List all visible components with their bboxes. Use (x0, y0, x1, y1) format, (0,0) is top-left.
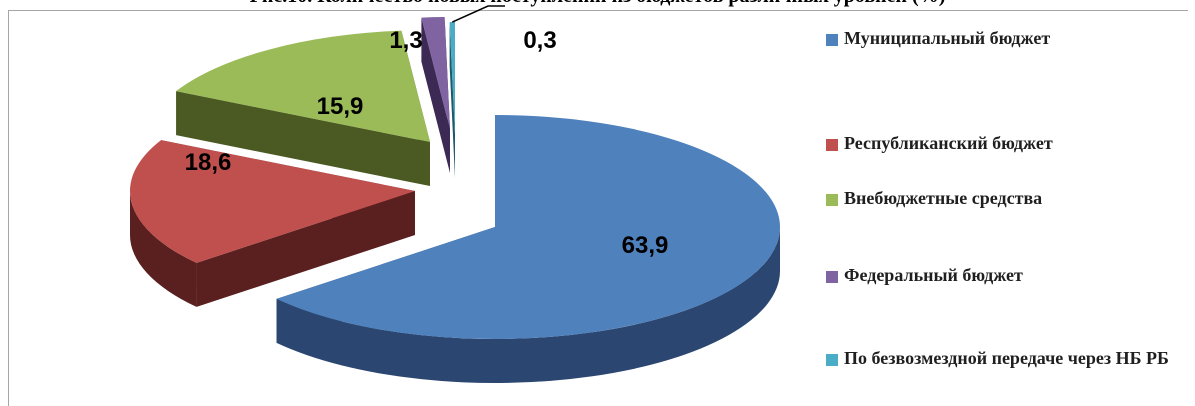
pie-slice-1 (129, 140, 416, 263)
legend-label-4: По безвозмездной передаче через НБ РБ (844, 348, 1169, 368)
chart-frame-top (8, 10, 1188, 11)
pie-chart: 63,9 18,6 15,9 1,3 0,3 (129, 5, 780, 384)
legend-swatch-3 (826, 271, 838, 283)
data-label-3: 1,3 (389, 27, 422, 54)
slice-side-outer-1 (130, 191, 197, 307)
legend-swatch-1 (826, 139, 838, 151)
legend-swatch-2 (826, 194, 838, 206)
chart-title: Рис.10. Количество новых поступлений из … (0, 0, 1195, 8)
leader-line-0-3 (452, 5, 505, 23)
slice-side-outer-0 (276, 227, 780, 384)
legend-label-1: Республиканский бюджет (844, 133, 1053, 153)
slice-side-cut-4-0 (449, 22, 455, 178)
legend-swatch-4 (826, 354, 838, 366)
legend-item-1: Республиканский бюджет (822, 130, 1192, 156)
legend-item-3: Федеральный бюджет (822, 262, 1192, 288)
legend-item-4: По безвозмездной передаче через НБ РБ (822, 345, 1192, 371)
slice-side-cut-3-0 (421, 17, 450, 173)
pie-slice-4 (449, 22, 455, 134)
legend-label-2: Внебюджетные средства (844, 188, 1043, 208)
data-label-1: 18,6 (185, 149, 232, 176)
slice-side-cut-2-0 (176, 91, 430, 186)
pie-slice-0 (276, 115, 780, 340)
data-label-4: 0,3 (523, 27, 556, 54)
data-label-0: 63,9 (622, 232, 669, 259)
data-label-2: 15,9 (317, 93, 364, 120)
pie-top-faces (129, 17, 780, 340)
legend-item-0: Муниципальный бюджет (822, 25, 1192, 51)
chart-frame-left (8, 10, 9, 406)
legend-label-3: Федеральный бюджет (844, 265, 1023, 285)
legend-swatch-0 (826, 34, 838, 46)
legend-label-0: Муниципальный бюджет (844, 28, 1051, 48)
pie-slice-2 (176, 30, 430, 142)
legend-item-2: Внебюджетные средства (822, 185, 1192, 211)
pie-slice-3 (421, 17, 450, 129)
